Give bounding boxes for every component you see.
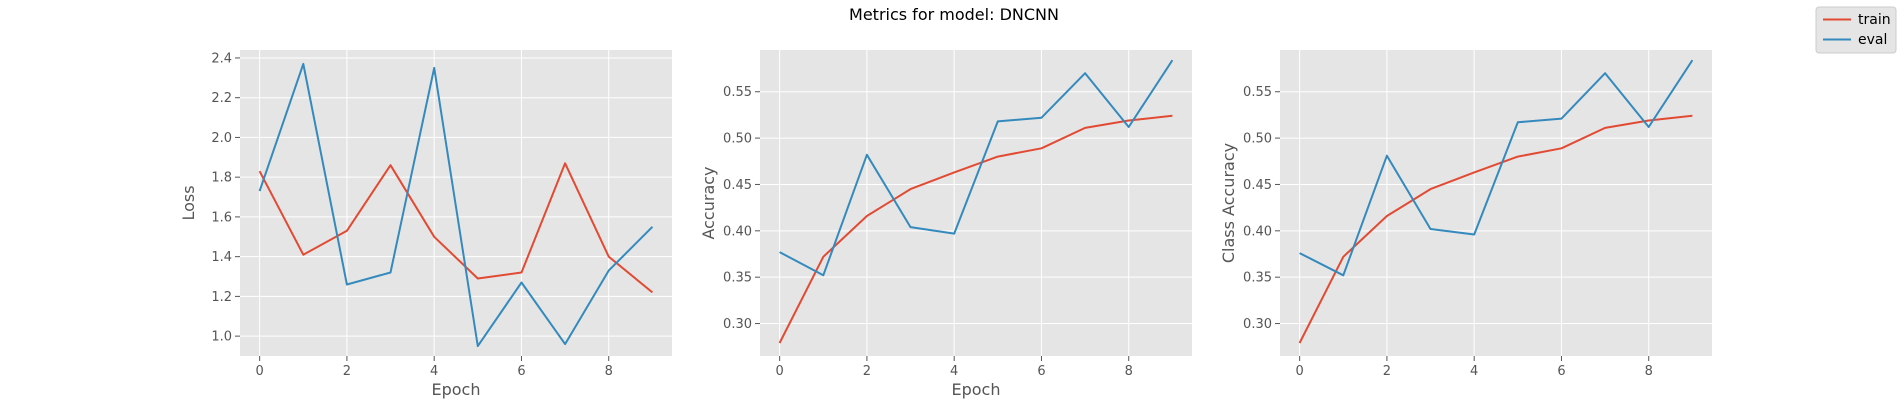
x-tick-label: 0 (775, 364, 783, 379)
series-line-train (1298, 114, 1693, 344)
y-axis-label: Loss (179, 185, 198, 220)
x-tick-label: 8 (1645, 364, 1653, 379)
x-tick-label: 6 (517, 364, 525, 379)
x-tick-label: 2 (1383, 364, 1391, 379)
x-axis-label: Epoch (432, 380, 481, 399)
y-tick-label: 1.2 (211, 290, 232, 305)
y-tick-label: 0.35 (723, 271, 752, 286)
y-tick-label: 0.45 (1243, 178, 1272, 193)
x-tick-label: 4 (430, 364, 438, 379)
y-tick-label: 0.40 (723, 224, 752, 239)
y-tick-label: 0.50 (1243, 132, 1272, 147)
x-tick-label: 2 (863, 364, 871, 379)
loss-chart: 0 2 4 6 8 1.0 1.2 1.4 1.6 1.8 2.0 2.2 2.4 Epoch Loss (179, 50, 672, 399)
y-tick-label: 0.45 (723, 178, 752, 193)
series-line-eval (1299, 59, 1694, 277)
y-tick-label: 1.4 (211, 250, 232, 265)
x-tick-label: 0 (1295, 364, 1303, 379)
plot-area (1280, 50, 1712, 356)
series-line-train (258, 162, 654, 294)
legend: train eval (1815, 6, 1897, 54)
x-tick-label: 0 (255, 364, 263, 379)
plot-area (760, 50, 1192, 356)
x-tick-label: 6 (1037, 364, 1045, 379)
accuracy-chart: 0 2 4 6 8 0.30 0.35 0.40 0.45 0.50 0.55 Epoch Accura… (699, 50, 1192, 399)
x-tick-label: 4 (950, 364, 958, 379)
y-tick-label: 0.30 (723, 317, 752, 332)
figure-title: Metrics for model: DNCNN (849, 5, 1059, 24)
y-axis-label: Accuracy (699, 166, 718, 239)
y-tick-label: 2.4 (211, 51, 232, 66)
y-tick-label: 0.35 (1243, 271, 1272, 286)
y-tick-label: 1.0 (211, 330, 232, 345)
series-line-train (778, 114, 1173, 344)
y-tick-label: 2.0 (211, 131, 232, 146)
legend-train-label: train (1858, 12, 1891, 28)
y-axis-label: Class Accuracy (1219, 143, 1238, 263)
y-tick-label: 0.55 (723, 85, 752, 100)
y-tick-label: 1.6 (211, 210, 232, 225)
y-tick-label: 0.50 (723, 132, 752, 147)
y-tick-label: 0.30 (1243, 317, 1272, 332)
legend-eval-label: eval (1858, 32, 1887, 48)
y-tick-label: 2.2 (211, 91, 232, 106)
y-tick-label: 0.55 (1243, 85, 1272, 100)
x-tick-label: 6 (1557, 364, 1565, 379)
y-tick-label: 0.40 (1243, 224, 1272, 239)
x-tick-label: 2 (343, 364, 351, 379)
y-tick-label: 1.8 (211, 171, 232, 186)
x-tick-label: 4 (1470, 364, 1478, 379)
series-line-eval (779, 59, 1174, 277)
class-accuracy-chart: 0 2 4 6 8 0.30 0.35 0.40 0.45 0.50 0.55 Class Accur… (1219, 50, 1712, 379)
x-axis-label: Epoch (952, 380, 1001, 399)
x-tick-label: 8 (605, 364, 613, 379)
series-line-eval (258, 62, 654, 348)
x-tick-label: 8 (1125, 364, 1133, 379)
